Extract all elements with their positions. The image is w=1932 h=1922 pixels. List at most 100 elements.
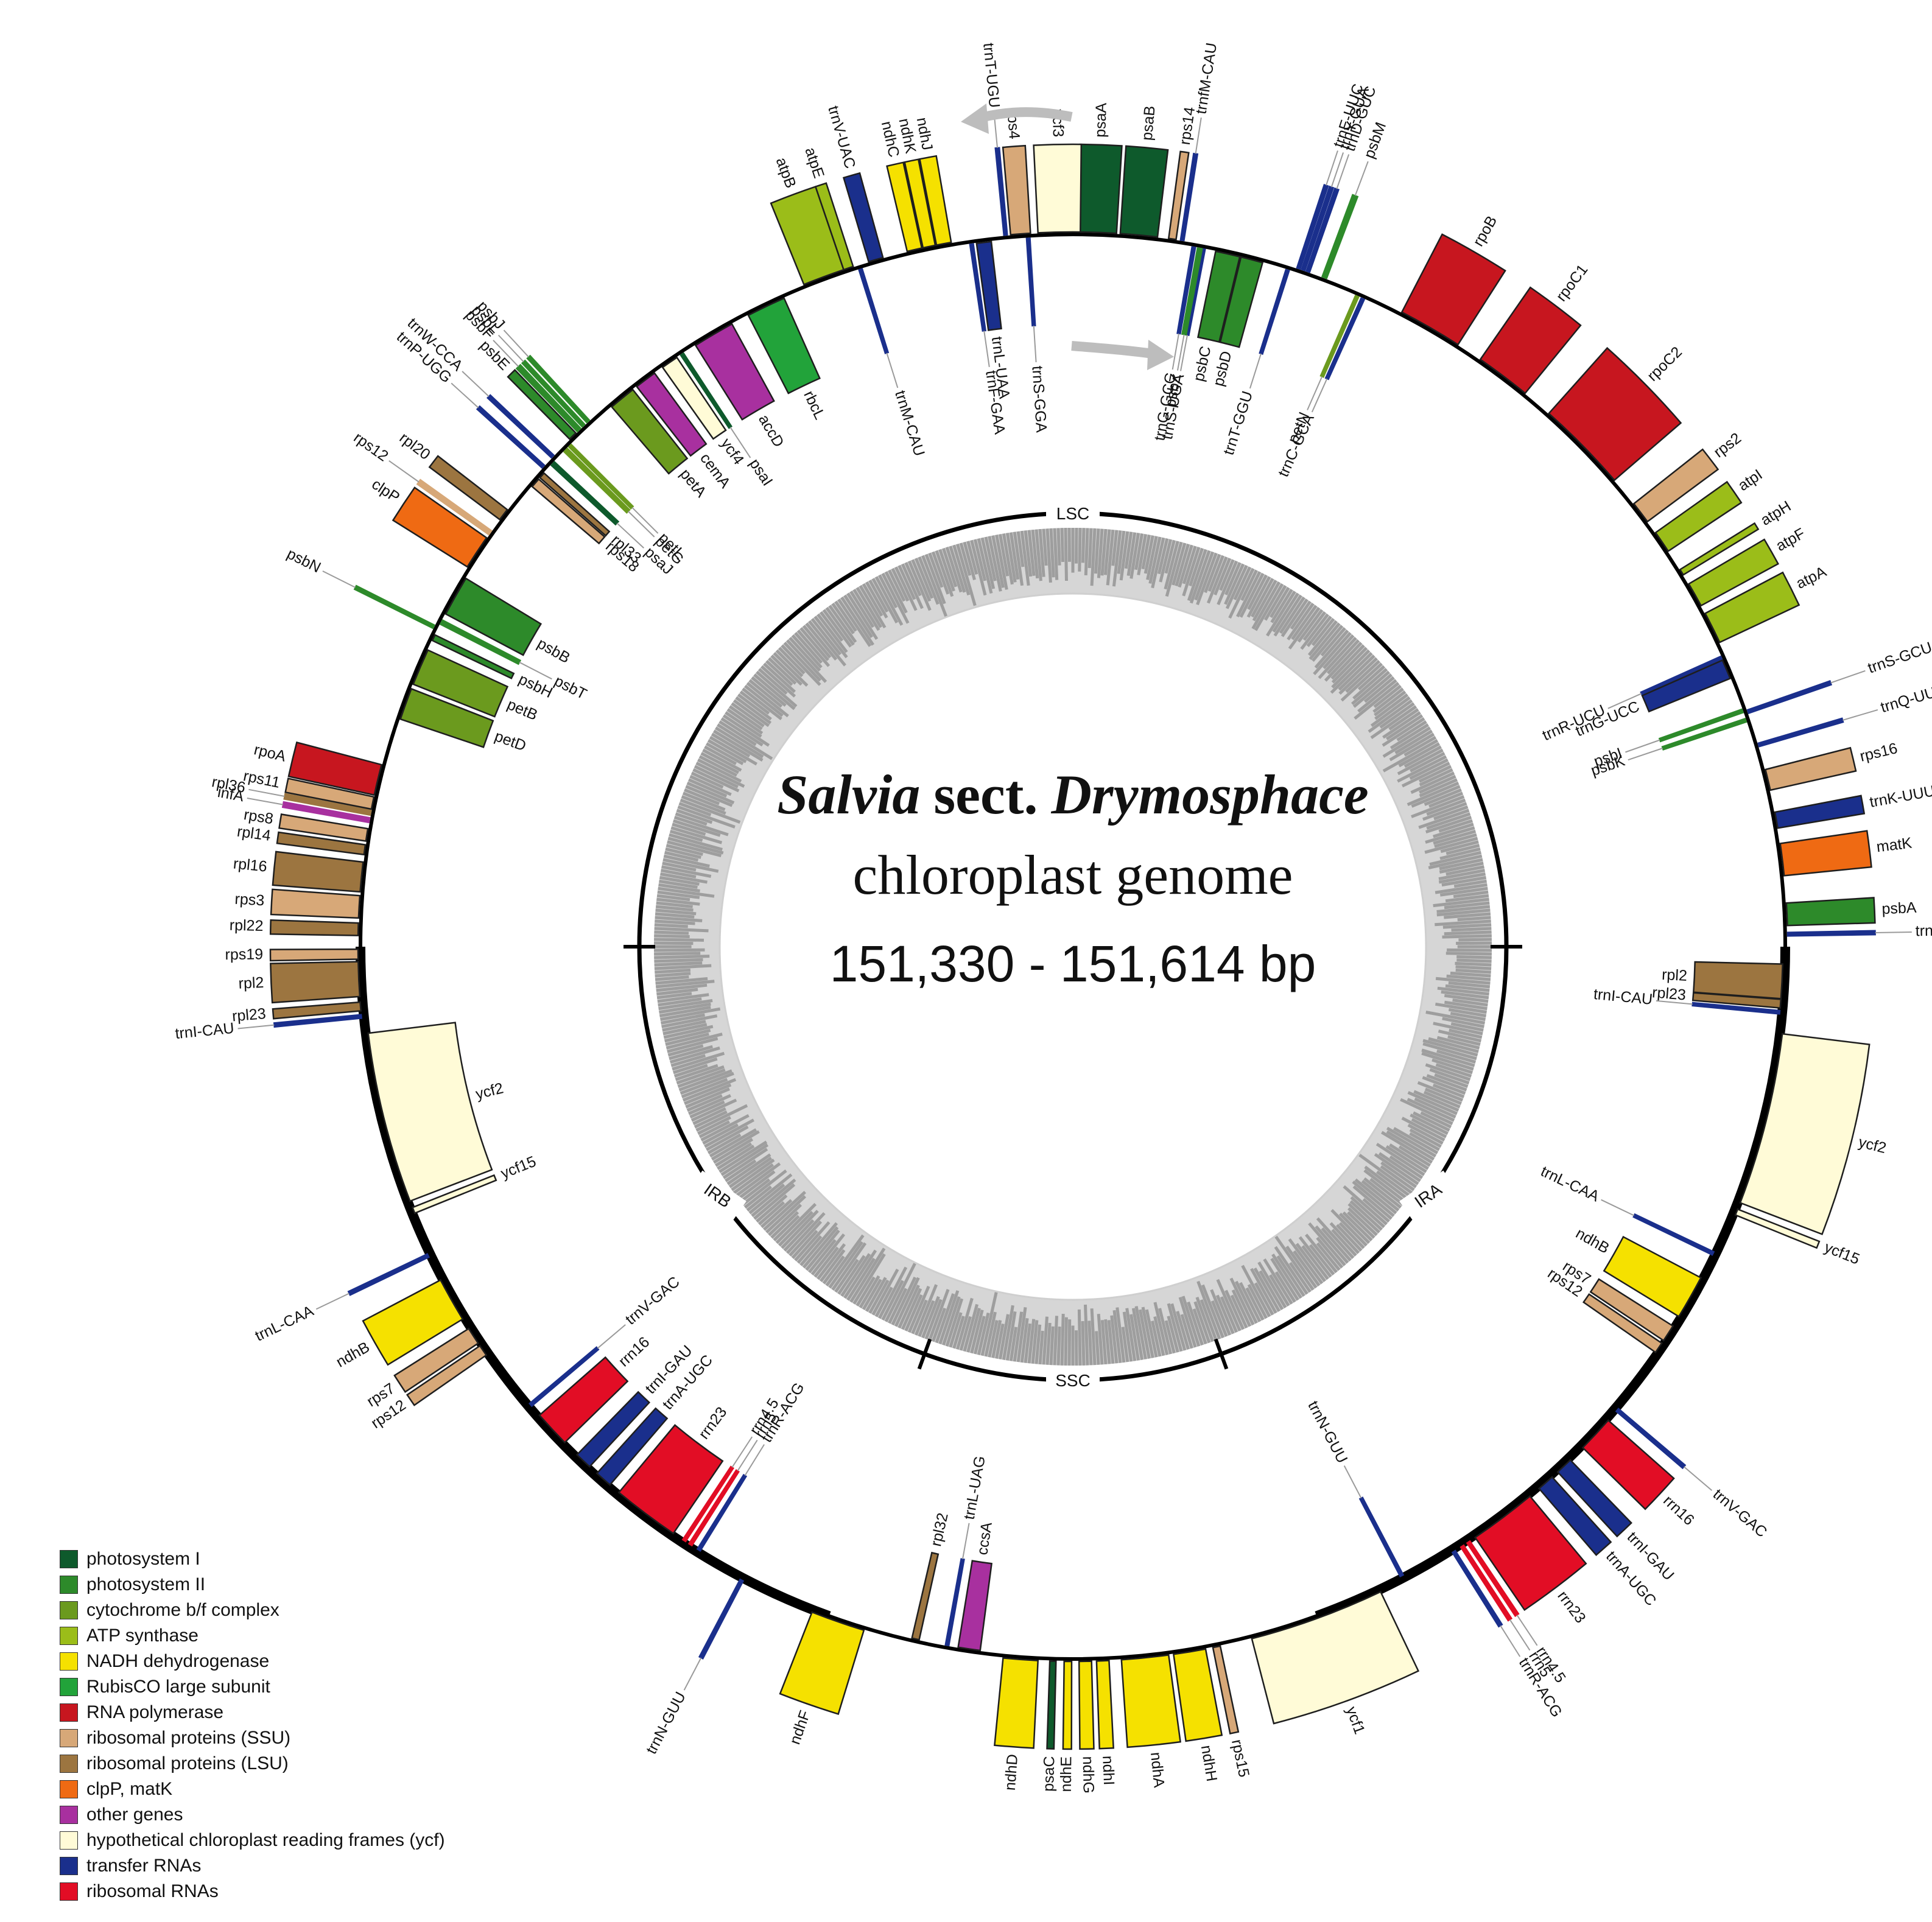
gene-label: ndhI: [1099, 1755, 1117, 1786]
gene-label: clpP: [368, 475, 402, 506]
gene-block-ycf15: [1734, 1208, 1821, 1249]
label-leader: [1684, 1466, 1713, 1491]
gene-block-rps4: [1002, 144, 1031, 236]
strand-arrows: [961, 103, 1174, 370]
gene-block-rrn16: [538, 1356, 629, 1444]
legend-label: ribosomal RNAs: [86, 1881, 219, 1901]
legend-item: hypothetical chloroplast reading frames …: [60, 1828, 445, 1853]
gene-block-psbt: [439, 619, 522, 665]
label-leader: [1625, 739, 1660, 753]
gene-label: rpoC1: [1553, 261, 1591, 304]
svg-text:LSC: LSC: [1056, 504, 1089, 523]
gene-block-trny-gua: [1301, 185, 1335, 272]
legend-label: NADH dehydrogenase: [86, 1651, 270, 1671]
gene-block-trnt-ugu: [994, 147, 1008, 236]
gene-block-petn: [1319, 294, 1360, 378]
gene-block-rpl20: [428, 455, 508, 521]
gene-label: rps11: [242, 767, 281, 791]
gene-block-ndhi: [1095, 1660, 1115, 1750]
legend-label: cytochrome b/f complex: [86, 1600, 279, 1620]
gene-block-trni-gau: [575, 1391, 651, 1468]
legend-swatch: [60, 1882, 78, 1901]
legend-swatch: [60, 1755, 78, 1773]
gene-block-psbb: [444, 577, 543, 656]
legend-item: ribosomal proteins (LSU): [60, 1751, 445, 1776]
gene-block-psbj: [526, 354, 591, 424]
gene-label: ndhB: [333, 1339, 373, 1371]
legend-item: transfer RNAs: [60, 1853, 445, 1879]
gene-block-ndhj: [919, 155, 952, 247]
gene-label: ycf4: [717, 435, 747, 468]
gene-label: trnV-GAC: [622, 1273, 683, 1328]
gene-block-rps2: [1632, 448, 1719, 523]
section-name: Drymosphace: [1050, 763, 1368, 826]
legend-swatch: [60, 1806, 78, 1824]
gene-block-trna-ugc: [595, 1407, 669, 1486]
label-leader: [1830, 670, 1866, 684]
gene-block-trnl-uaa: [975, 240, 1002, 331]
gene-block-psbl: [521, 359, 586, 428]
gene-block-trnv-gac: [1615, 1408, 1687, 1470]
label-leader: [247, 798, 283, 805]
genus-name: Salvia: [777, 763, 920, 826]
gene-block-rps3: [270, 888, 361, 919]
gene-block-rrn23: [617, 1424, 724, 1535]
legend-item: NADH dehydrogenase: [60, 1649, 445, 1674]
gene-block-ycf2: [1739, 1033, 1871, 1235]
label-leader: [744, 1444, 765, 1476]
arrow-head-ccw-icon: [961, 103, 989, 134]
gene-block-ndhk: [904, 158, 936, 249]
gene-block-rps12: [406, 1344, 488, 1406]
legend-swatch: [60, 1652, 78, 1671]
label-leader: [1875, 931, 1912, 933]
gene-block-matk: [1779, 830, 1872, 877]
gene-label: rpl36: [211, 773, 247, 796]
label-leader: [1656, 1000, 1693, 1005]
gene-label: rpl20: [396, 429, 434, 463]
label-leader: [493, 340, 519, 367]
gene-label: trnV-GAC: [1710, 1485, 1771, 1541]
gene-label: rpl22: [230, 917, 264, 935]
label-leader: [1336, 154, 1350, 189]
gene-block-rpl2: [270, 961, 361, 1004]
gene-block-rrn16: [1581, 1419, 1675, 1510]
label-leader: [962, 1523, 970, 1559]
gene-block-infa: [281, 801, 371, 824]
legend-swatch: [60, 1729, 78, 1747]
gc-content-bars: [653, 527, 1492, 1366]
gene-block-ndhb: [362, 1278, 464, 1366]
gene-block-trnk-uuu: [1774, 794, 1866, 829]
region-boundary-tick: [1214, 1338, 1229, 1370]
legend-label: photosystem I: [86, 1549, 200, 1569]
gene-block-ycf3: [1033, 143, 1083, 234]
gene-block-trnr-acg: [1451, 1549, 1503, 1628]
region-boundary-tick: [917, 1338, 932, 1370]
legend-label: ribosomal proteins (LSU): [86, 1753, 289, 1773]
gene-block-rpl16: [272, 851, 364, 893]
legend-swatch: [60, 1627, 78, 1645]
genome-size: 151,330 - 151,614 bp: [830, 935, 1316, 992]
gene-block-rpoc1: [1479, 286, 1582, 395]
gene-block-atpa: [1704, 571, 1800, 644]
gene-track: [269, 143, 1876, 1750]
label-leader: [1516, 1615, 1538, 1646]
gene-label: psbT: [552, 672, 589, 703]
gene-block-psbd: [1219, 256, 1264, 348]
legend-swatch: [60, 1550, 78, 1568]
gene-block-rpl23: [272, 1001, 362, 1020]
gene-label: ndhH: [1198, 1744, 1220, 1783]
gene-label: rps16: [1858, 740, 1899, 765]
gene-block-ndhc: [886, 161, 923, 253]
label-leader: [519, 661, 552, 680]
label-leader: [1033, 325, 1037, 362]
gene-label: psbC: [1190, 345, 1215, 383]
label-leader: [315, 1292, 350, 1310]
gene-block-cema: [635, 372, 708, 457]
gene-block-trnn-guu: [1358, 1496, 1405, 1578]
gene-block-trne-uuc: [1296, 184, 1329, 270]
gene-label: trnS-GCU: [1866, 639, 1932, 677]
legend-item: ribosomal RNAs: [60, 1879, 445, 1904]
label-leader: [1330, 152, 1344, 188]
gene-block-psbf: [515, 363, 582, 433]
gene-block-psaj: [550, 460, 620, 526]
